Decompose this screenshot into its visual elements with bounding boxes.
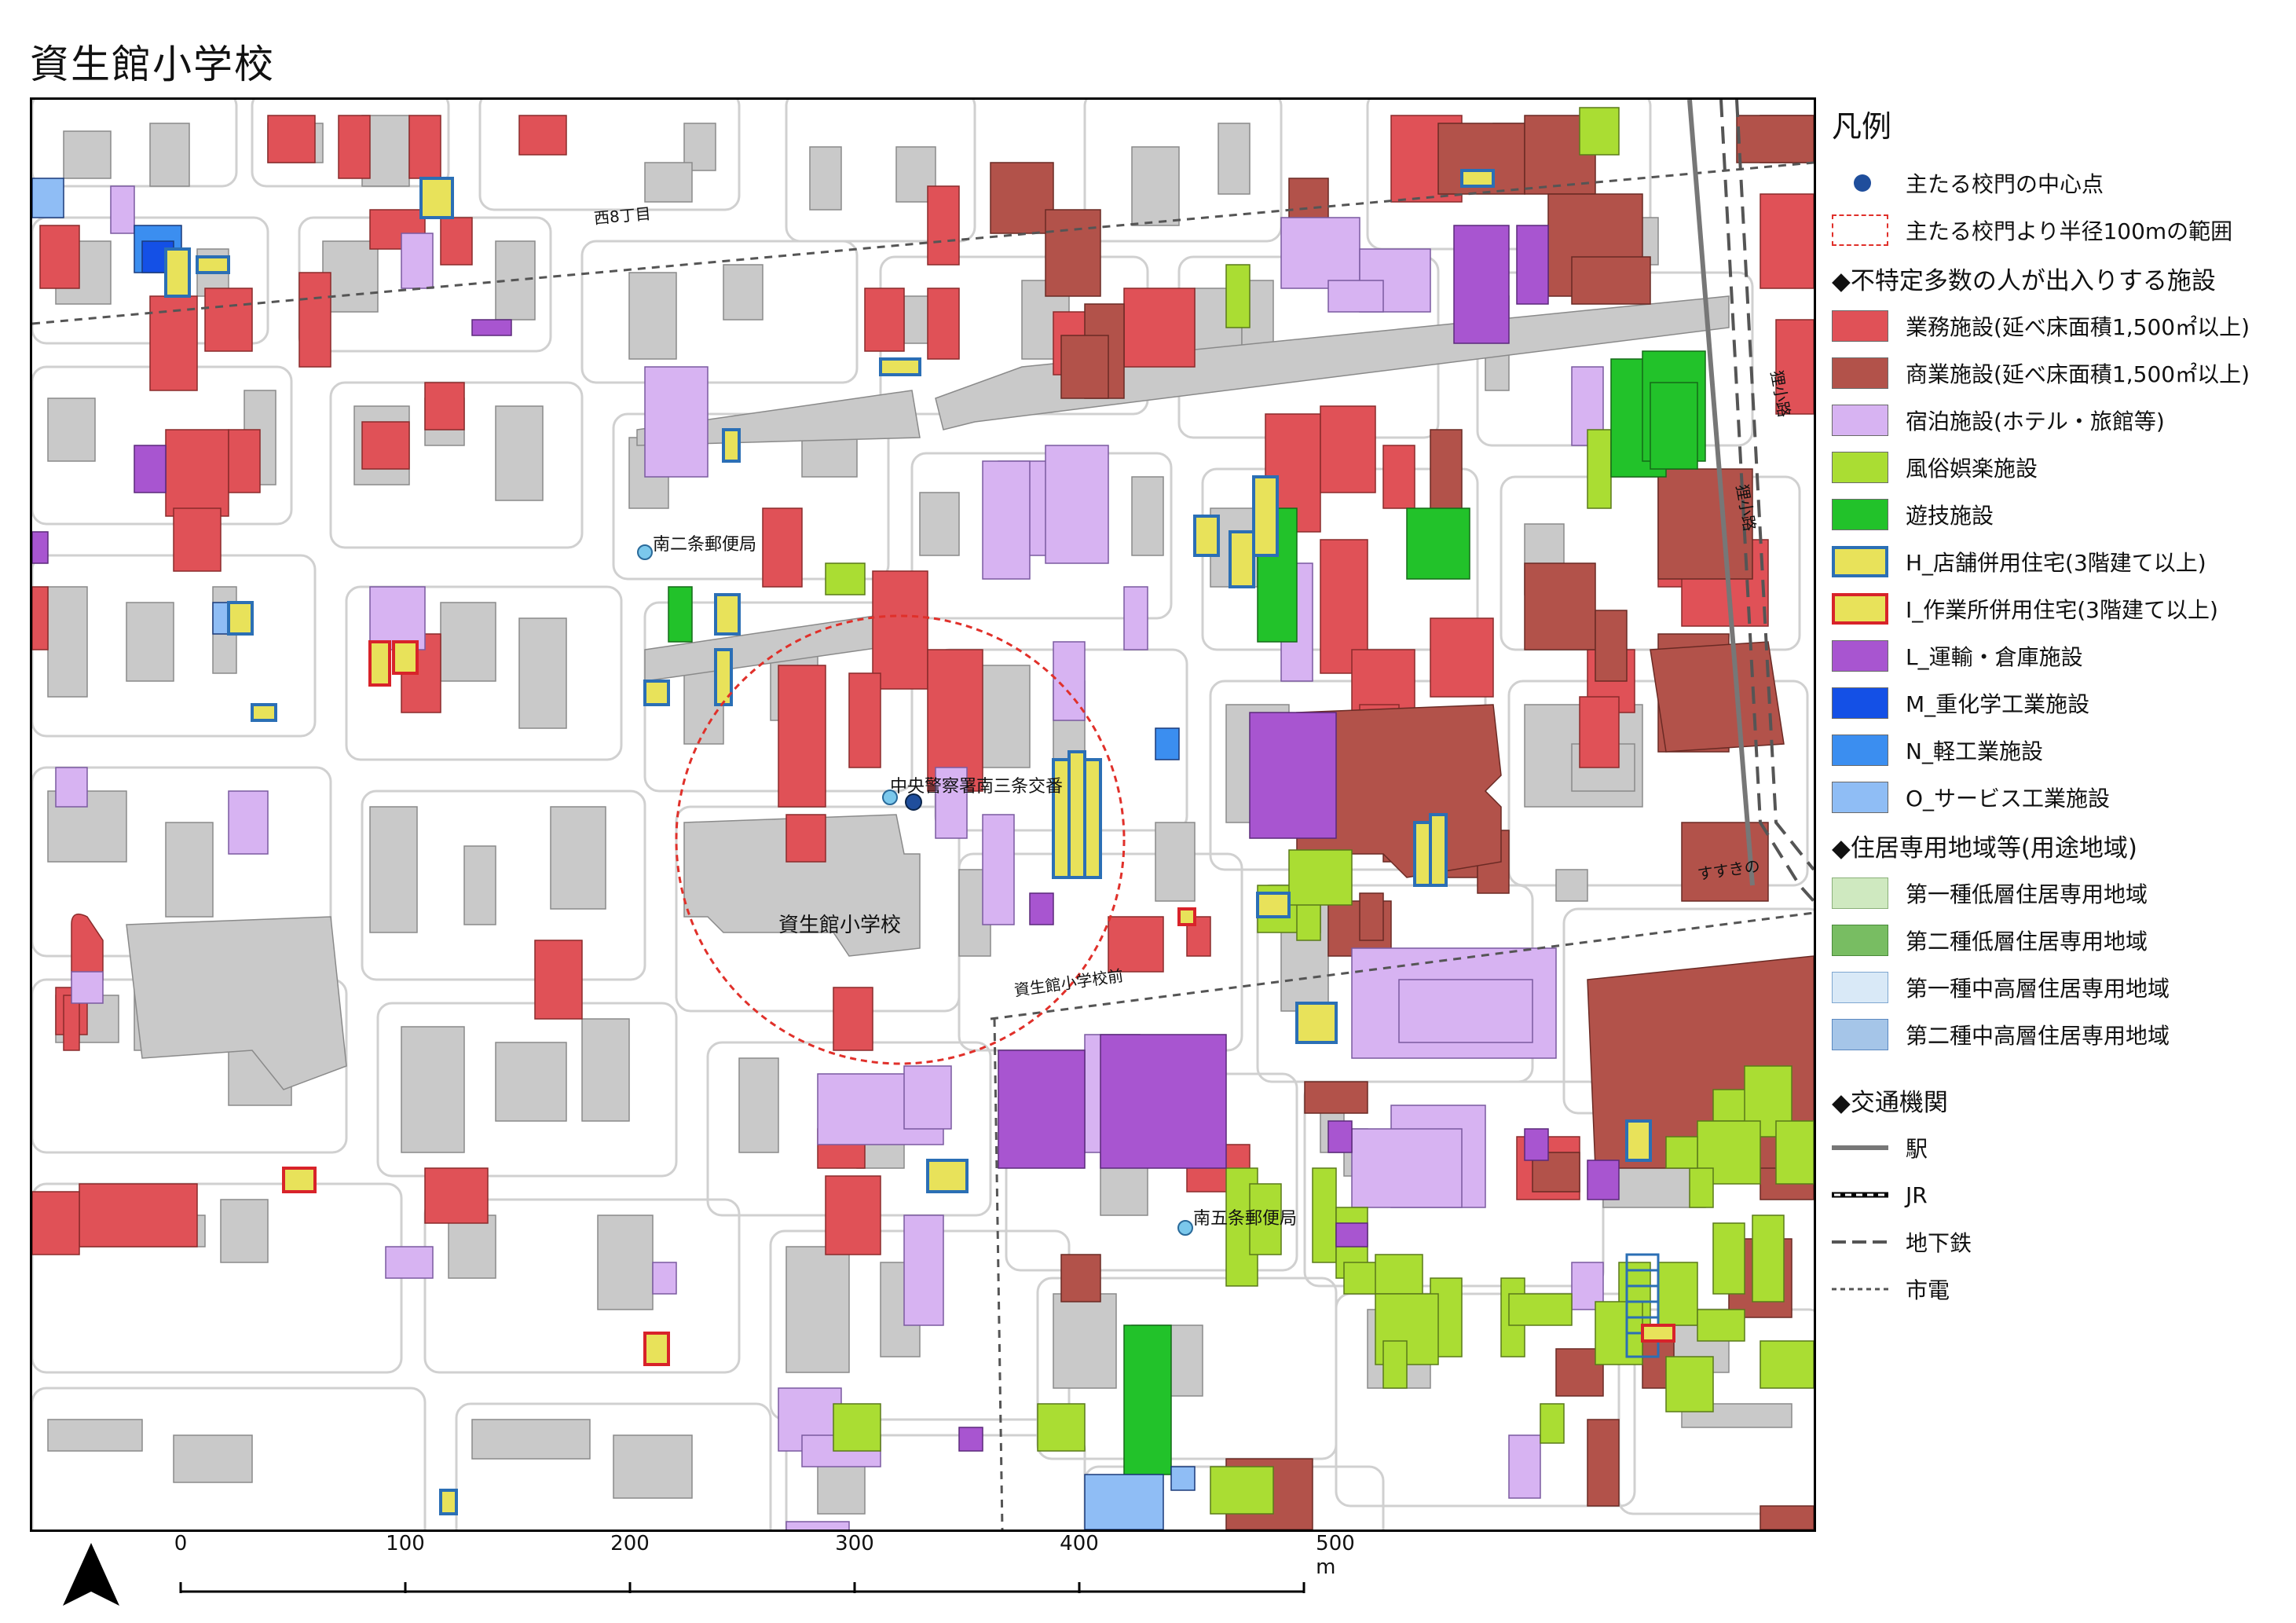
legend-jr: JR: [1832, 1171, 2287, 1218]
legend-zone1-midhigh: 第一種中高層住居専用地域: [1832, 964, 2287, 1011]
legend-label: N_軽工業施設: [1906, 738, 2043, 764]
buffer-circle: [675, 614, 1126, 1065]
scale-tick-label: 500 m: [1316, 1532, 1355, 1579]
legend-section-transit: ◆交通機関: [1832, 1088, 1948, 1117]
legend-zone1-low: 第一種低層住居専用地域: [1832, 870, 2287, 917]
post-south5-point: [1177, 1220, 1193, 1236]
tram-line-icon: [1832, 1288, 1888, 1291]
legend-business: 業務施設(延べ床面積1,500㎡以上): [1832, 302, 2287, 350]
heavy-chemical-swatch-icon: [1832, 687, 1888, 719]
legend-tram: 市電: [1832, 1266, 2287, 1313]
legend-label: JR: [1906, 1182, 1928, 1208]
legend-subway: 地下鉄: [1832, 1218, 2287, 1266]
legend-label: 第二種低層住居専用地域: [1906, 929, 2148, 954]
legend-label: 第一種中高層住居専用地域: [1906, 976, 2170, 1002]
legend-label: 第二種中高層住居専用地域: [1906, 1023, 2170, 1049]
post-south2-point: [637, 544, 653, 560]
blue-dot-icon: [1854, 174, 1871, 192]
north-arrow-icon: [60, 1540, 123, 1610]
legend-l-transport: L_運輸・倉庫施設: [1832, 632, 2287, 680]
legend-label: 風俗娯楽施設: [1906, 456, 2038, 482]
service-industry-swatch-icon: [1832, 782, 1888, 813]
legend-label: 商業施設(延べ床面積1,500㎡以上): [1906, 361, 2250, 387]
jr-line-icon: [1832, 1192, 1888, 1198]
legend-label: 主たる校門より半径100mの範囲: [1906, 218, 2233, 244]
red-dashed-box-icon: [1832, 214, 1888, 246]
post-south2-label: 南二条郵便局: [653, 535, 757, 555]
legend-label: 市電: [1906, 1277, 1950, 1303]
legend-h-shop-housing: H_店舗併用住宅(3階建て以上): [1832, 538, 2287, 585]
legend-label: O_サービス工業施設: [1906, 786, 2111, 812]
scale-tick-label: 400: [1060, 1532, 1099, 1555]
legend-n-light-industry: N_軽工業施設: [1832, 727, 2287, 774]
legend-i-work-housing: I_作業所併用住宅(3階建て以上): [1832, 585, 2287, 632]
scale-tick-label: 200: [610, 1532, 650, 1555]
school-label: 資生館小学校: [778, 914, 902, 937]
legend-label: 主たる校門の中心点: [1906, 171, 2104, 197]
legend-commercial: 商業施設(延べ床面積1,500㎡以上): [1832, 350, 2287, 397]
legend-zone2-midhigh: 第二種中高層住居専用地域: [1832, 1011, 2287, 1058]
amusement-swatch-icon: [1832, 499, 1888, 530]
scale-tick-label: 100: [386, 1532, 425, 1555]
legend-m-heavy-chemical: M_重化学工業施設: [1832, 680, 2287, 727]
legend: 凡例 主たる校門の中心点 主たる校門より半径100mの範囲 ◆不特定多数の人が出…: [1832, 102, 2287, 1313]
legend-amusement: 遊技施設: [1832, 491, 2287, 538]
legend-label: 業務施設(延べ床面積1,500㎡以上): [1906, 314, 2250, 340]
zone2-low-swatch-icon: [1832, 925, 1888, 956]
koban-label: 中央警察署南三条交番: [890, 777, 1064, 797]
zone1-low-swatch-icon: [1832, 877, 1888, 909]
legend-label: 宿泊施設(ホテル・旅館等): [1906, 408, 2165, 434]
koban-point: [882, 790, 898, 805]
zone1-midhigh-swatch-icon: [1832, 972, 1888, 1003]
legend-lodging: 宿泊施設(ホテル・旅館等): [1832, 397, 2287, 444]
scale-tick-label: 300: [835, 1532, 874, 1555]
buildings-h-shop-housing: [164, 169, 1652, 1515]
legend-station: 駅: [1832, 1124, 2287, 1171]
buildings-transport: [32, 225, 1620, 1452]
business-swatch-icon: [1832, 310, 1888, 342]
legend-label: H_店舗併用住宅(3階建て以上): [1906, 550, 2206, 576]
buildings-amusement: [668, 350, 1706, 1475]
legend-section-zoning: ◆住居専用地域等(用途地域): [1832, 833, 2138, 863]
post-south5-label: 南五条郵便局: [1193, 1209, 1298, 1229]
entertainment-swatch-icon: [1832, 452, 1888, 483]
legend-buffer: 主たる校門より半径100mの範囲: [1832, 207, 2287, 254]
legend-label: M_重化学工業施設: [1906, 691, 2090, 717]
legend-label: I_作業所併用住宅(3階建て以上): [1906, 597, 2218, 623]
legend-label: 遊技施設: [1906, 503, 1994, 529]
lodging-swatch-icon: [1832, 405, 1888, 436]
buildings-entertainment: [825, 107, 1814, 1515]
legend-label: L_運輸・倉庫施設: [1906, 644, 2083, 670]
scale-bar: 0 100 200 300 400 500 m: [165, 1532, 1355, 1618]
map-svg: [32, 100, 1814, 1530]
light-industry-swatch-icon: [1832, 735, 1888, 766]
legend-zone2-low: 第二種低層住居専用地域: [1832, 917, 2287, 964]
gate-point: [905, 793, 922, 811]
legend-label: 第一種低層住居専用地域: [1906, 881, 2148, 907]
h-shop-housing-swatch-icon: [1832, 546, 1888, 577]
zone2-midhigh-swatch-icon: [1832, 1019, 1888, 1050]
legend-gate-point: 主たる校門の中心点: [1832, 159, 2287, 207]
legend-title: 凡例: [1832, 109, 1892, 144]
scale-tick-label: 0: [174, 1532, 188, 1555]
buildings-i-work-housing: [282, 640, 1675, 1366]
i-work-housing-swatch-icon: [1832, 593, 1888, 625]
legend-section-facilities: ◆不特定多数の人が出入りする施設: [1832, 266, 2216, 295]
transit-lines: [32, 100, 1814, 1530]
buildings-lodging: [55, 185, 1604, 1530]
transport-swatch-icon: [1832, 640, 1888, 672]
legend-label: 地下鉄: [1906, 1230, 1972, 1256]
map-title: 資生館小学校: [30, 42, 275, 87]
legend-entertainment: 風俗娯楽施設: [1832, 444, 2287, 491]
scale-bar-line: [179, 1582, 1305, 1593]
commercial-swatch-icon: [1832, 357, 1888, 389]
legend-o-service-industry: O_サービス工業施設: [1832, 774, 2287, 821]
subway-line-icon: [1832, 1240, 1888, 1244]
legend-label: 駅: [1906, 1136, 1928, 1162]
station-line-icon: [1832, 1145, 1888, 1150]
map-canvas[interactable]: 資生館小学校 南二条郵便局 中央警察署南三条交番 南五条郵便局 西8丁目 すすき…: [30, 97, 1816, 1532]
